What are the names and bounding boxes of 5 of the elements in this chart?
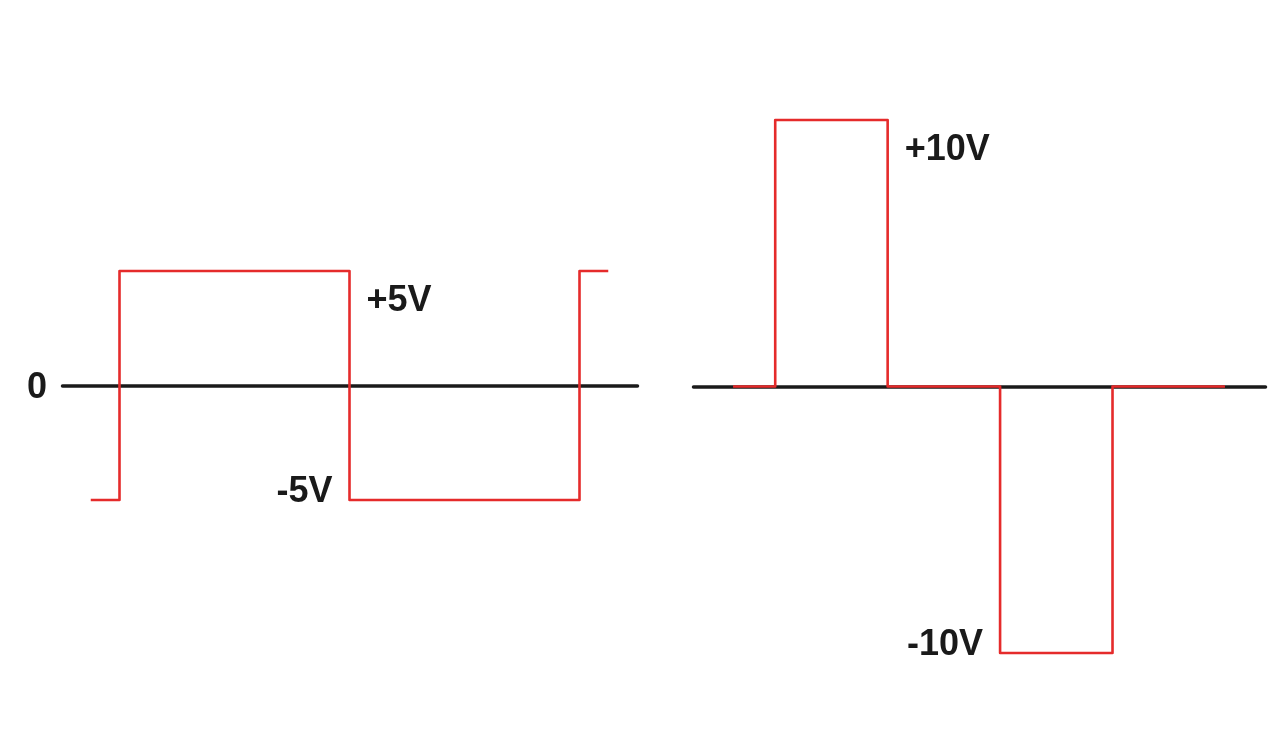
text: 0 — [26, 365, 47, 406]
data-label: +5V — [366, 278, 432, 319]
data-label: +10V — [904, 127, 990, 168]
data-label: -5V — [276, 469, 333, 510]
data-label: -10V — [907, 622, 984, 663]
